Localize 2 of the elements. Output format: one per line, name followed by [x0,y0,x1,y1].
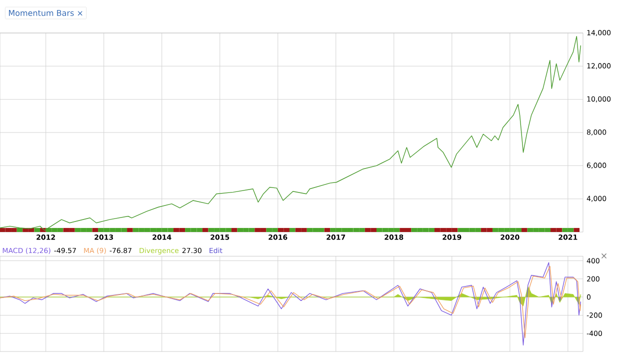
chart-title: Momentum Bars × [8,10,82,16]
text: × [601,253,607,258]
